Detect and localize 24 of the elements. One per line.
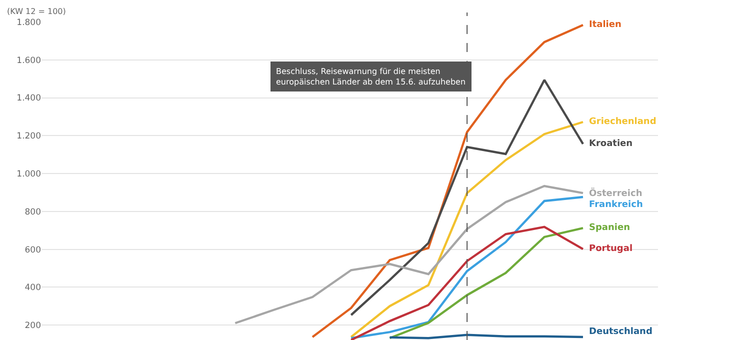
- series-label: Spanien: [589, 223, 630, 233]
- line-series: [350, 120, 584, 338]
- y-tick-label: 1.200: [16, 132, 41, 142]
- y-tick-label: 1.800: [16, 18, 41, 28]
- y-tick-label: 200: [24, 321, 41, 332]
- series-label: Frankreich: [589, 200, 643, 210]
- y-tick-label: 800: [24, 207, 41, 218]
- line-series: [350, 196, 584, 340]
- series-label: Griechenland: [589, 117, 656, 127]
- y-axis-title: (KW 12 = 100): [7, 7, 66, 16]
- line-series: [350, 226, 584, 340]
- series-label: Portugal: [589, 244, 633, 254]
- series-label: Italien: [589, 20, 622, 30]
- y-tick-label: 600: [24, 245, 41, 256]
- series-label: Österreich: [589, 187, 642, 199]
- line-series: [388, 226, 584, 340]
- series-label: Kroatien: [589, 139, 633, 149]
- annotation: Beschluss, Reisewarnung für die meisten europäischen Länder ab dem 15.6. aufzuheben: [276, 67, 466, 86]
- y-tick-label: 1.000: [16, 169, 41, 180]
- series-label: Deutschland: [589, 327, 652, 337]
- y-tick-label: 1.600: [16, 56, 41, 66]
- line-series: [234, 184, 584, 324]
- y-tick-label: 400: [24, 283, 41, 294]
- y-tick-label: 1.400: [16, 94, 41, 104]
